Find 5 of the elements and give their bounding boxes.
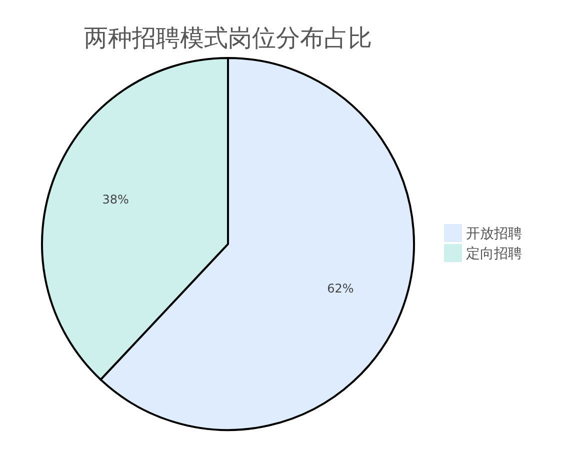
data-label: 62% [327,282,354,296]
legend-label: 开放招聘 [466,226,522,242]
legend-label: 定向招聘 [466,246,522,262]
data-label: 38% [102,192,129,206]
chart-title: 两种招聘模式岗位分布占比 [84,24,372,52]
